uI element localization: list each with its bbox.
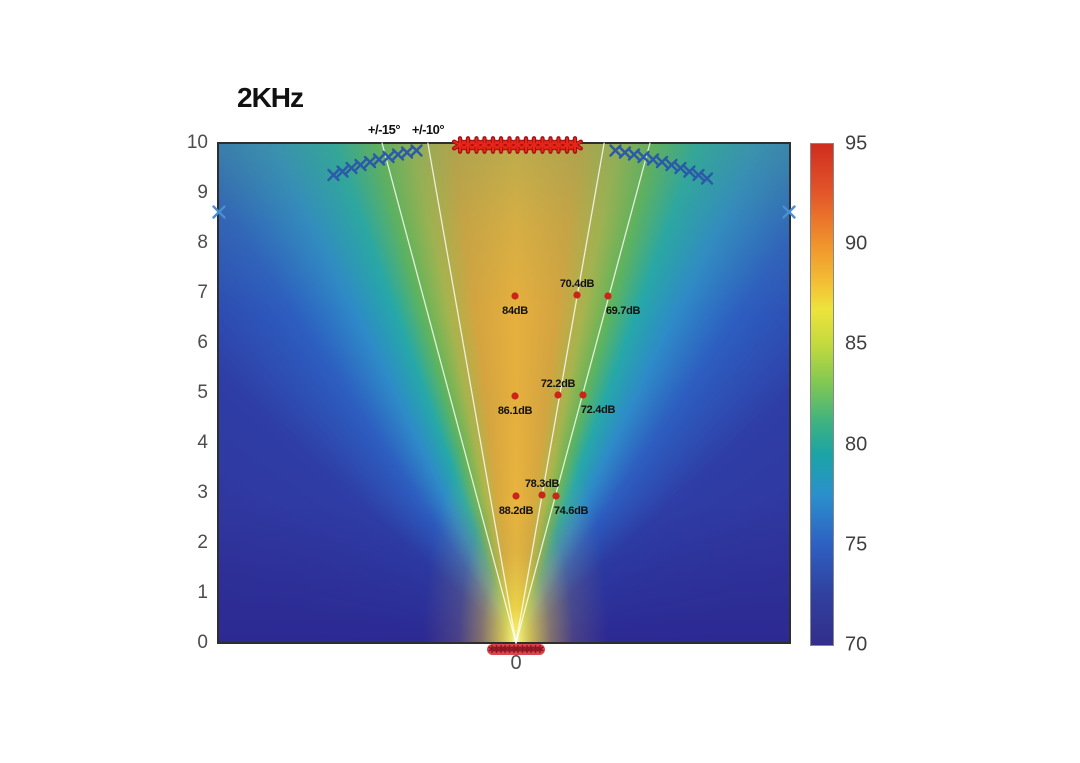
heatmap-plot: 84dB 70.4dB 69.7dB 86.1dB 72.2dB 72.4dB 88.2dB… <box>212 136 796 655</box>
x-tick-0: 0 <box>510 652 522 674</box>
measurement-dot <box>511 392 519 400</box>
measurement-label: 69.7dB <box>606 305 641 317</box>
measurement-label: 86.1dB <box>498 405 533 417</box>
y-tick-7: 7 <box>197 282 208 303</box>
colorbar-tick-95: 95 <box>845 132 868 155</box>
y-tick-1: 1 <box>197 582 208 603</box>
beamwidth-x-marker <box>692 168 705 182</box>
y-tick-5: 5 <box>197 382 208 403</box>
y-tick-4: 4 <box>197 432 208 453</box>
y-tick-10: 10 <box>186 132 208 153</box>
angle-label-15deg: +/-15° <box>367 122 401 137</box>
y-tick-9: 9 <box>197 182 208 203</box>
measurement-label: 78.3dB <box>525 478 560 490</box>
beamwidth-x-marker <box>345 161 358 175</box>
y-tick-8: 8 <box>197 232 208 253</box>
measurement-dot <box>511 292 519 300</box>
beamwidth-x-marker <box>674 161 687 175</box>
colorbar <box>810 143 834 646</box>
measurement-dot <box>512 492 520 500</box>
colorbar-tick-75: 75 <box>845 533 868 556</box>
colorbar-tick-90: 90 <box>845 232 868 255</box>
measurement-dot <box>573 291 581 299</box>
measurement-label: 70.4dB <box>560 278 595 290</box>
chart-title: 2KHz <box>237 82 304 113</box>
beamwidth-x-marker <box>655 155 669 169</box>
plot-overlay: 84dB 70.4dB 69.7dB 86.1dB 72.2dB 72.4dB 88.2dB… <box>212 136 796 655</box>
measurement-label: 72.2dB <box>541 378 576 390</box>
y-tick-0: 0 <box>197 632 208 653</box>
source-asterisk-bottom <box>536 644 544 654</box>
measurement-dot <box>538 491 546 499</box>
beamwidth-x-marker <box>354 158 367 172</box>
beamwidth-x-marker <box>336 165 349 178</box>
beamwidth-x-marker <box>627 148 641 161</box>
y-tick-2: 2 <box>197 532 208 553</box>
measurement-dot <box>604 292 612 300</box>
dispersion-line-minus-15 <box>381 142 517 644</box>
beamwidth-x-marker <box>637 150 650 164</box>
measurement-label: 72.4dB <box>581 404 616 416</box>
colorbar-tick-85: 85 <box>845 332 868 355</box>
beamwidth-x-marker <box>665 158 678 172</box>
beamwidth-x-marker <box>700 172 714 185</box>
beamwidth-x-marker-edge <box>782 205 796 219</box>
beamwidth-x-marker <box>372 153 386 166</box>
y-tick-3: 3 <box>197 482 208 503</box>
beamwidth-x-marker <box>327 168 340 182</box>
beamwidth-x-marker <box>400 146 414 159</box>
measurement-label: 74.6dB <box>554 505 589 517</box>
beamwidth-x-marker <box>410 144 423 157</box>
colorbar-tick-70: 70 <box>845 633 868 656</box>
measurement-dot <box>579 391 587 399</box>
measurement-dot <box>554 391 562 399</box>
dispersion-line-minus-10 <box>427 142 517 644</box>
measurement-label: 84dB <box>502 305 528 317</box>
measurement-dot <box>552 492 560 500</box>
beamwidth-x-marker <box>609 144 622 157</box>
source-asterisk-top <box>568 137 582 153</box>
y-tick-6: 6 <box>197 332 208 353</box>
colorbar-tick-80: 80 <box>845 433 868 456</box>
beamwidth-x-marker <box>382 150 395 164</box>
angle-label-10deg: +/-10° <box>411 122 445 137</box>
measurement-label: 88.2dB <box>499 505 534 517</box>
beamwidth-x-marker <box>683 165 696 178</box>
beamwidth-x-marker-edge <box>212 205 226 219</box>
